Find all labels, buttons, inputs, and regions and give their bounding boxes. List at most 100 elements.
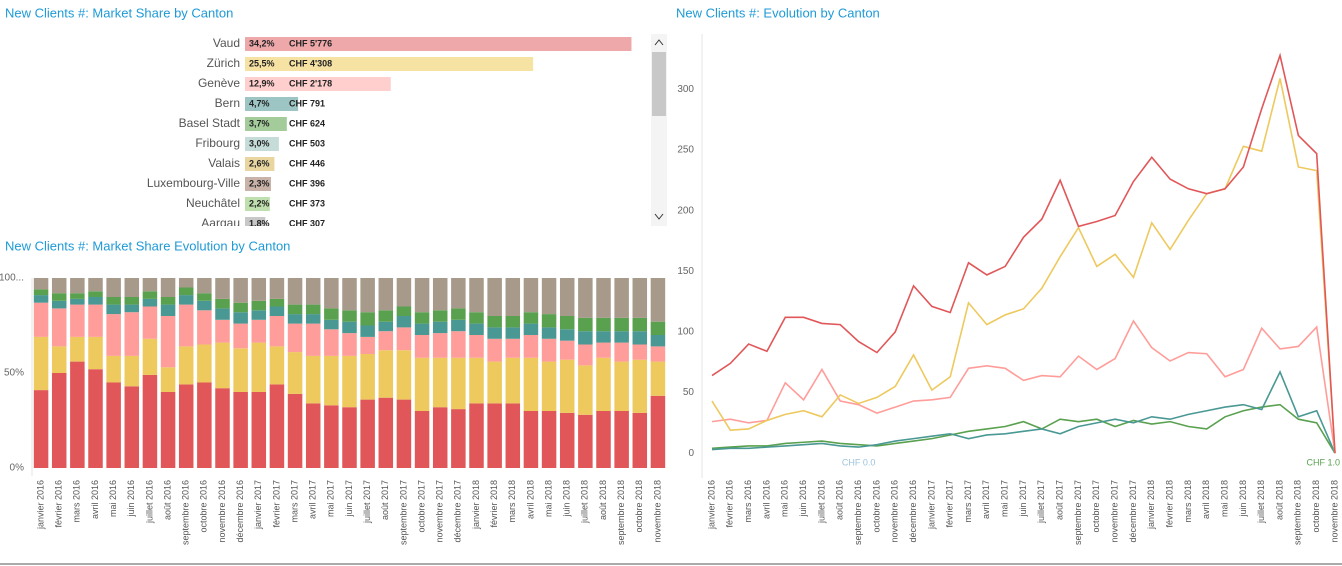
x-tick-label: novembre 2017	[435, 480, 445, 543]
bar-segment	[596, 317, 611, 332]
bar-segment	[33, 390, 49, 468]
bar-segment	[287, 278, 303, 305]
category-label: Vaud	[213, 36, 240, 50]
bar-segment	[178, 304, 194, 347]
y-tick-label: 200	[677, 205, 694, 216]
bar-segment	[505, 327, 521, 339]
y-tick-label: 100...	[0, 273, 24, 284]
bar-segment	[559, 359, 575, 413]
bar-segment	[632, 278, 648, 318]
scrollbar[interactable]	[651, 34, 667, 226]
x-tick-label: mai 2018	[543, 480, 553, 517]
value-label: 3,7%	[249, 118, 270, 128]
bar-segment	[650, 395, 666, 468]
bar-segment	[650, 321, 666, 335]
bar-segment	[396, 316, 412, 328]
chart-title: New Clients #: Evolution by Canton	[676, 5, 880, 20]
bar-segment	[578, 317, 593, 332]
bar-segment	[342, 321, 357, 334]
bar-segment	[487, 338, 502, 362]
bar-segment	[451, 278, 466, 309]
x-tick-label: octobre 2017	[1091, 480, 1101, 533]
bar-segment	[233, 278, 248, 303]
bar-segment	[360, 399, 375, 468]
x-tick-label: juin 2016	[798, 480, 808, 518]
y-tick-label: 250	[677, 145, 694, 156]
bar-segment	[596, 342, 611, 358]
bar-segment	[469, 323, 484, 335]
bar-segment	[106, 314, 121, 356]
bar-segment	[287, 352, 303, 394]
x-tick-label: novembre 2018	[1329, 480, 1339, 543]
bar-segment	[124, 304, 140, 313]
bar-segment	[324, 405, 339, 468]
value-label: 25,5%	[249, 58, 275, 68]
bar-segment	[559, 412, 575, 468]
value-label: 2,2%	[249, 198, 270, 208]
x-tick-label: septembre 2017	[398, 480, 408, 545]
line	[711, 78, 1336, 454]
line	[711, 369, 1336, 454]
x-tick-label: décembre 2016	[908, 480, 918, 543]
bar	[245, 217, 266, 226]
x-tick-label: décembre 2017	[453, 480, 463, 543]
bar-segment	[142, 291, 158, 299]
x-tick-label: novembre 2018	[652, 480, 662, 543]
bar-segment	[124, 312, 140, 356]
x-tick-label: janvier 2018	[471, 480, 481, 530]
bar-segment	[33, 302, 49, 337]
bar-segment	[650, 278, 666, 322]
bar-segment	[88, 278, 103, 292]
bar-segment	[559, 278, 575, 316]
bar-segment	[233, 348, 248, 392]
x-tick-label: avril 2018	[525, 480, 535, 519]
bar-segment	[432, 321, 448, 334]
value-label: 34,2%	[249, 38, 275, 48]
value-label: 1,8%	[249, 218, 270, 228]
bar-segment	[233, 302, 248, 313]
stacked-chart: 0% 50% 100... janvier 2016 février 2016 mars …	[0, 273, 666, 545]
x-tick-label: octobre 2018	[634, 480, 644, 533]
bar-segment	[487, 361, 502, 404]
bar-segment	[650, 346, 666, 362]
bar-segment	[650, 361, 666, 396]
bar-segment	[578, 344, 593, 366]
bar-segment	[451, 357, 466, 410]
bar-segment	[305, 355, 321, 404]
bar	[245, 37, 632, 51]
bar-segment	[596, 411, 611, 468]
amount-label: CHF 446	[289, 158, 325, 168]
bar	[245, 137, 279, 151]
x-tick-label: août 2018	[1274, 480, 1284, 520]
bar-segment	[396, 306, 412, 316]
x-tick-label: juin 2017	[344, 480, 354, 518]
bar-segment	[505, 357, 521, 404]
value-label: 12,9%	[249, 78, 275, 88]
bar-segment	[178, 346, 194, 385]
bar-segment	[269, 306, 285, 316]
category-label: Neuchâtel	[186, 196, 240, 210]
amount-label: CHF 624	[289, 118, 325, 128]
bar-segment	[33, 336, 49, 391]
bar-segment	[596, 357, 611, 411]
bar-segment	[142, 278, 158, 292]
x-tick-label: septembre 2018	[616, 480, 626, 545]
x-tick-label: janvier 2017	[253, 480, 263, 530]
bar-segment	[414, 411, 430, 468]
bar-segment	[106, 278, 121, 297]
x-tick-label: juin 2016	[126, 480, 136, 518]
y-tick-label: 0	[688, 448, 694, 459]
bar-segment	[451, 319, 466, 332]
bar-segment	[88, 336, 103, 370]
category-label: Valais	[208, 156, 240, 170]
amount-label: CHF 791	[289, 98, 325, 108]
bar-segment	[541, 411, 557, 468]
bar-segment	[414, 323, 430, 335]
bar-segment	[88, 297, 103, 305]
bar-segment	[487, 403, 502, 468]
bar-segment	[33, 295, 49, 303]
bar-segment	[360, 278, 375, 313]
x-tick-label: mars 2018	[1183, 480, 1193, 523]
bar-segment	[197, 382, 212, 468]
x-tick-label: janvier 2016	[35, 480, 45, 530]
